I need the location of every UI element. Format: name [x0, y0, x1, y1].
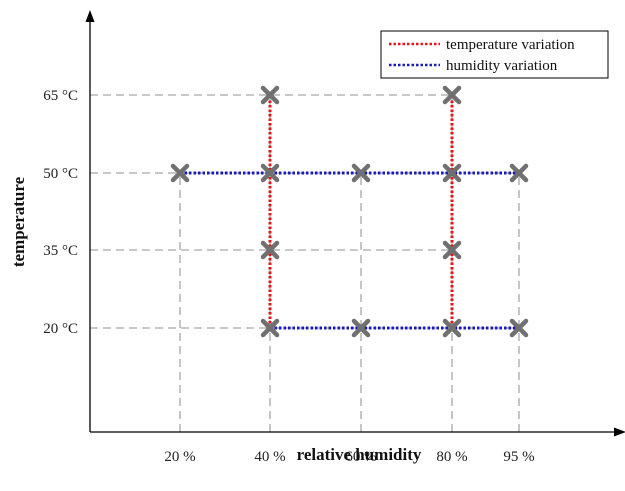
- y-tick-label-20: 20 °C: [43, 321, 78, 337]
- x-tick-label-40: 40 %: [254, 449, 285, 465]
- legend-box: [380, 30, 609, 79]
- x-tick-label-60: 60 %: [345, 449, 376, 465]
- legend-label-temperature: temperature variation: [446, 37, 575, 53]
- guide-lines: [90, 94, 520, 432]
- y-tick-label-35: 35 °C: [43, 243, 78, 259]
- x-tick-label-80: 80 %: [436, 449, 467, 465]
- point-marker-60-50: [351, 163, 371, 183]
- point-marker-40-35: [260, 240, 280, 260]
- markers: [170, 85, 529, 338]
- y-tick-label-50: 50 °C: [43, 166, 78, 182]
- point-marker-40-50: [260, 163, 280, 183]
- x-tick-label-95: 95 %: [503, 449, 534, 465]
- point-marker-80-20: [442, 318, 462, 338]
- point-marker-60-20: [351, 318, 371, 338]
- axes: [85, 10, 625, 437]
- y-axis-arrow: [85, 10, 95, 22]
- legend-label-humidity: humidity variation: [446, 58, 558, 74]
- point-marker-80-65: [442, 85, 462, 105]
- y-tick-label-65: 65 °C: [43, 88, 78, 104]
- x-axis-arrow: [614, 427, 625, 437]
- series-lines: [180, 95, 519, 330]
- point-marker-20-50: [170, 163, 190, 183]
- point-marker-40-65: [260, 85, 280, 105]
- x-axis-title: relative humidity: [297, 445, 422, 464]
- legend: temperature variation humidity variation: [380, 30, 609, 79]
- x-tick-label-20: 20 %: [164, 449, 195, 465]
- y-tick-labels: 20 °C 35 °C 50 °C 65 °C: [43, 88, 78, 337]
- point-marker-80-50: [442, 163, 462, 183]
- x-tick-labels: 20 % 40 % 60 % 80 % 95 %: [164, 449, 534, 465]
- point-marker-80-35: [442, 240, 462, 260]
- point-marker-95-50: [509, 163, 529, 183]
- y-axis-title: temperature: [9, 176, 28, 267]
- point-marker-40-20: [260, 318, 280, 338]
- point-marker-95-20: [509, 318, 529, 338]
